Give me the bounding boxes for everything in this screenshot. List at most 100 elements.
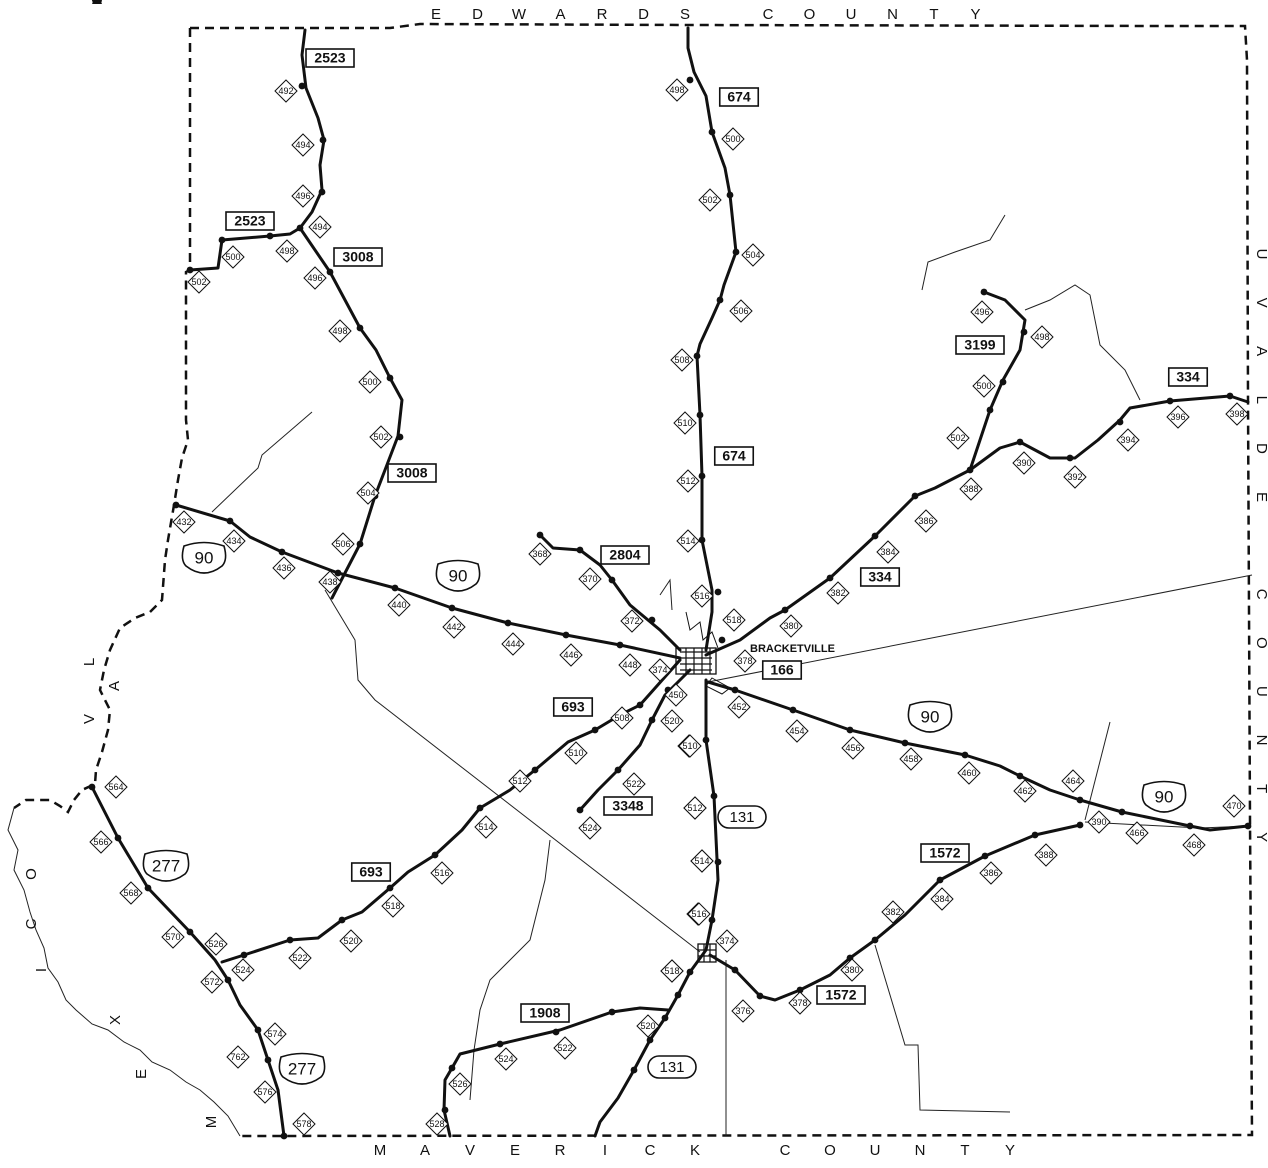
mile-marker-label: 444 [505,639,520,649]
road-node [286,936,294,944]
mile-marker: 502 [369,425,393,449]
county-letter: R [597,6,608,23]
mile-marker: 504 [356,481,380,505]
mile-marker-label: 386 [918,516,933,526]
svg-text:90: 90 [1155,787,1174,806]
mile-marker: 570 [161,925,185,949]
mile-marker-label: 442 [446,622,461,632]
mile-marker: 520 [660,709,684,733]
mile-marker-label: 380 [783,621,798,631]
mile-marker-label: 510 [568,748,583,758]
mile-marker: 462 [1013,779,1037,803]
fm-route-box-693: 693 [552,697,594,717]
road-node [441,1106,449,1114]
county-letter: D [1253,443,1268,454]
mile-marker: 578 [292,1112,316,1136]
mile-marker-label: 498 [332,326,347,336]
mile-marker-label: 446 [563,650,578,660]
mile-marker-label: 372 [624,616,639,626]
road-node [616,641,624,649]
road-node [114,834,122,842]
county-letter: M [374,1142,387,1159]
county-letter: N [887,6,898,23]
county-letter: E [133,1069,150,1079]
mile-marker: 524 [231,958,255,982]
county-border [13,22,1254,1138]
mile-marker-label: 450 [668,690,683,700]
county-letter: D [472,6,483,23]
road-node [226,517,234,525]
county-letter: C [23,918,40,929]
mile-marker-label: 500 [725,134,740,144]
road-node [981,852,989,860]
mile-marker-label: 464 [1065,776,1080,786]
road-node [726,191,734,199]
fm-route-box-2523: 2523 [305,48,355,68]
county-letter: A [555,6,565,23]
county-letter: U [846,6,857,23]
fm-route-box-3008: 3008 [333,247,383,267]
mile-marker: 392 [1063,465,1087,489]
mile-marker: 494 [291,133,315,157]
mile-marker-label: 522 [557,1043,572,1053]
us-route-shields: 90 90 90 277 277 90 [142,541,1187,1085]
county-letter: O [1253,637,1268,649]
road-node [661,1014,669,1022]
road-node [630,1066,638,1074]
county-letter: Y [92,0,102,8]
mile-marker-label: 470 [1226,801,1241,811]
county-letter: V [81,714,98,724]
mile-marker-label: 388 [963,484,978,494]
road-node [789,706,797,714]
svg-text:131: 131 [659,1059,684,1076]
fm-route-box-3199: 3199 [955,335,1005,355]
county-letter: A [420,1142,430,1159]
mile-marker-label: 368 [532,549,547,559]
mile-marker-label: 496 [307,273,322,283]
mile-marker-label: 394 [1120,435,1135,445]
mile-markers: 492 494 496 494 498 500 502 496 498 500 502 504 506 4… [89,78,1249,1136]
mile-marker: 526 [204,932,228,956]
svg-text:3199: 3199 [964,337,995,353]
mile-marker-label: 382 [830,588,845,598]
county-letter: V [92,0,102,8]
mile-marker: 458 [899,747,923,771]
us-route-shield-90: 90 [435,559,481,592]
mile-marker: 512 [683,796,707,820]
road-node [698,472,706,480]
road-node [326,268,334,276]
road-node [686,76,694,84]
mile-marker-label: 384 [934,894,949,904]
mile-marker: 382 [881,900,905,924]
svg-text:674: 674 [722,448,746,464]
road-node [264,1056,272,1064]
road-node [608,576,616,584]
road-node [608,1008,616,1016]
mile-marker-label: 466 [1129,828,1144,838]
svg-text:674: 674 [727,89,751,105]
county-letter: E [510,1142,520,1159]
mile-marker: 386 [979,861,1003,885]
mile-marker: 394 [1116,428,1140,452]
road-node [718,636,726,644]
mile-marker: 574 [263,1022,287,1046]
svg-text:2804: 2804 [609,547,640,563]
county-label-mexico: M E X I C O [23,868,220,1128]
svg-text:1572: 1572 [929,845,960,861]
road-node [710,792,718,800]
mile-marker: 500 [221,245,245,269]
mile-marker-label: 374 [719,936,734,946]
county-label-east: U V A L D E C O U N T Y [1253,249,1268,843]
road-node [1226,392,1234,400]
road-node [562,631,570,639]
road-node [386,374,394,382]
county-letter: O [804,6,816,23]
mile-marker: 432 [172,510,196,534]
mile-marker: 496 [970,300,994,324]
road-node [298,82,306,90]
mile-marker: 372 [620,609,644,633]
road-node [254,1026,262,1034]
mile-marker-label: 492 [278,86,293,96]
mile-marker-label: 498 [1034,332,1049,342]
mile-marker: 444 [501,632,525,656]
